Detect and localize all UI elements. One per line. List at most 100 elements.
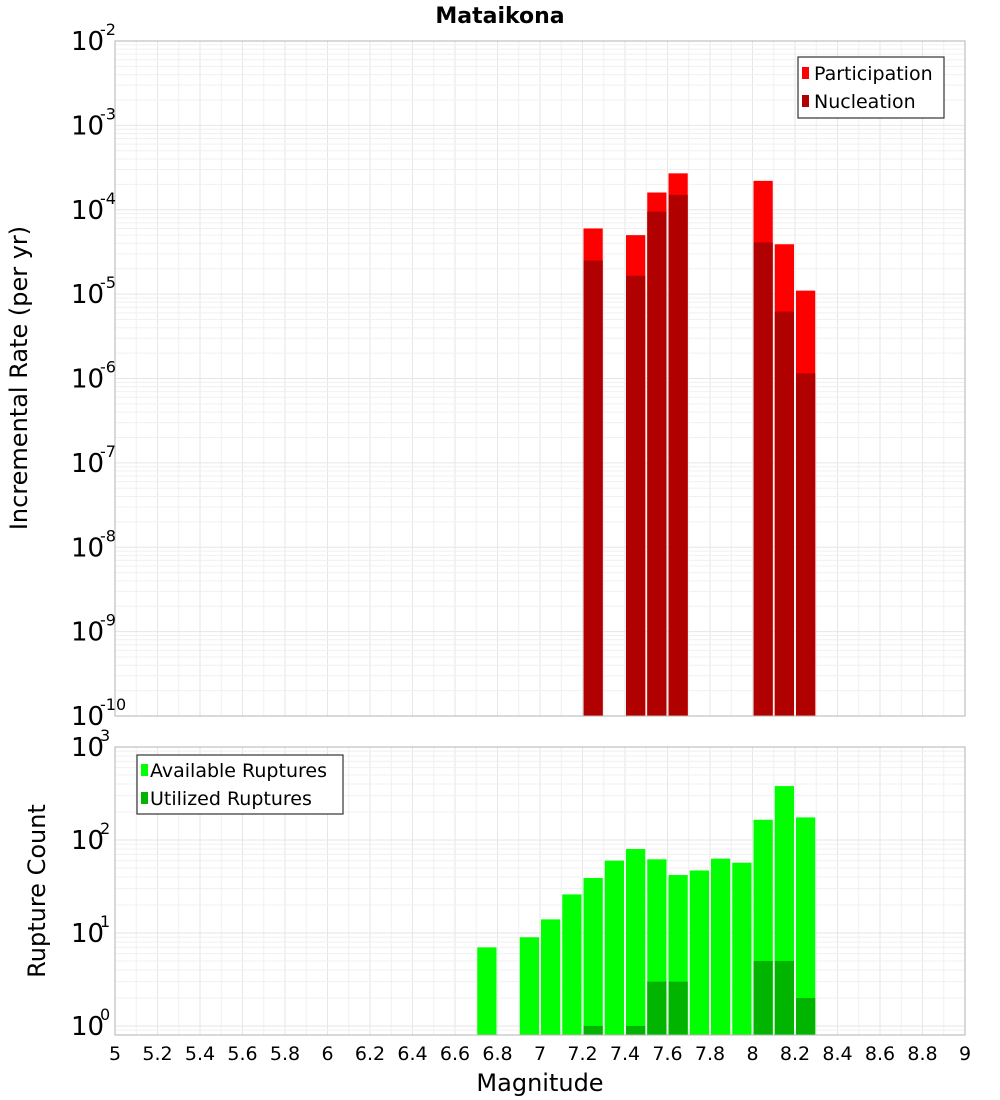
top-y-tick-exponent: -5 — [100, 273, 116, 292]
available-ruptures-bar — [626, 849, 646, 1035]
bottom-y-tick-exponent: 1 — [100, 912, 110, 931]
top-y-tick-base: 10 — [71, 533, 104, 563]
x-tick-label: 6.6 — [440, 1043, 470, 1065]
available-ruptures-bar — [541, 919, 561, 1035]
legend-label-utilized: Utilized Ruptures — [150, 788, 312, 810]
bottom-y-tick-exponent: 2 — [100, 819, 110, 838]
bottom-gridlines — [114, 747, 966, 1036]
utilized-ruptures-bar — [647, 981, 667, 1035]
top-y-tick-exponent: -10 — [100, 695, 126, 714]
utilized-ruptures-bar — [583, 1025, 603, 1035]
top-y-tick-base: 10 — [71, 196, 104, 226]
x-tick-label: 5 — [109, 1043, 121, 1065]
top-y-tick-exponent: -9 — [100, 611, 116, 630]
top-y-tick-exponent: -4 — [100, 189, 116, 208]
x-tick-label: 5.8 — [270, 1043, 300, 1065]
x-tick-label: 9 — [959, 1043, 971, 1065]
top-y-tick-exponent: -7 — [100, 442, 116, 461]
x-tick-label: 7.6 — [652, 1043, 682, 1065]
x-tick-label: 7 — [534, 1043, 546, 1065]
x-tick-label: 8.2 — [780, 1043, 810, 1065]
available-ruptures-bar — [519, 937, 539, 1035]
top-y-tick-base: 10 — [71, 365, 104, 395]
utilized-ruptures-bar — [668, 981, 688, 1035]
available-ruptures-bar — [689, 870, 709, 1035]
utilized-ruptures-bar — [626, 1025, 646, 1035]
top-y-tick-base: 10 — [71, 27, 104, 57]
top-y-tick-base: 10 — [71, 618, 104, 648]
x-tick-label: 6.2 — [355, 1043, 385, 1065]
top-y-tick-base: 10 — [71, 449, 104, 479]
x-tick-label: 5.6 — [227, 1043, 257, 1065]
x-tick-label: 5.4 — [185, 1043, 215, 1065]
legend-swatch-nucleation — [802, 95, 809, 107]
available-ruptures-bar — [604, 860, 624, 1035]
bottom-legend: Available Ruptures Utilized Ruptures — [136, 754, 344, 815]
top-y-tick-exponent: -2 — [100, 20, 116, 39]
available-ruptures-bar — [562, 894, 582, 1035]
available-ruptures-bar — [583, 878, 603, 1035]
x-tick-label: 7.4 — [610, 1043, 640, 1065]
bottom-legend-box — [136, 754, 344, 815]
bottom-y-tick-exponent: 0 — [100, 1005, 110, 1024]
legend-label-participation: Participation — [814, 63, 933, 85]
top-legend: Participation Nucleation — [797, 56, 945, 119]
top-gridlines — [114, 41, 966, 717]
x-tick-label: 8.8 — [907, 1043, 937, 1065]
bottom-y-tick-base: 10 — [71, 826, 104, 856]
bottom-y-tick-base: 10 — [71, 733, 104, 763]
bottom-plot-frame — [114, 746, 966, 1036]
x-tick-label: 7.2 — [567, 1043, 597, 1065]
top-y-tick-base: 10 — [71, 702, 104, 732]
nucleation-bar — [796, 373, 816, 716]
x-tick-label: 7.8 — [695, 1043, 725, 1065]
nucleation-bar — [583, 260, 603, 716]
top-y-tick-base: 10 — [71, 280, 104, 310]
x-axis-label: Magnitude — [476, 1069, 603, 1097]
bottom-y-axis-label: Rupture Count — [23, 804, 51, 978]
nucleation-bar — [753, 242, 773, 716]
top-legend-box — [797, 56, 945, 119]
bottom-y-tick-base: 10 — [71, 1012, 104, 1042]
chart-title: Mataikona — [435, 4, 564, 29]
nucleation-bar — [668, 194, 688, 716]
nucleation-bar — [774, 311, 794, 716]
top-y-tick-exponent: -3 — [100, 104, 116, 123]
x-tick-label: 6.4 — [397, 1043, 427, 1065]
x-tick-label: 6 — [321, 1043, 333, 1065]
available-ruptures-bar — [477, 947, 497, 1035]
available-ruptures-bar — [796, 817, 816, 1035]
bottom-bars — [477, 786, 816, 1035]
x-tick-label: 8.4 — [822, 1043, 852, 1065]
x-tick-labels: 5 5.2 5.4 5.6 5.8 6 6.2 6.4 6.6 6.8 7 7.2 7.4 7.6 7.8 8… — [109, 1043, 971, 1065]
top-y-tick-exponent: -6 — [100, 358, 116, 377]
legend-swatch-participation — [802, 67, 809, 79]
top-y-axis-label: Incremental Rate (per yr) — [5, 226, 33, 530]
top-y-tick-base: 10 — [71, 111, 104, 141]
utilized-ruptures-bar — [774, 960, 794, 1035]
x-tick-label: 8 — [746, 1043, 758, 1065]
available-ruptures-bar — [732, 862, 752, 1035]
utilized-ruptures-bar — [753, 960, 773, 1035]
top-bars — [583, 173, 816, 717]
x-tick-label: 8.6 — [865, 1043, 895, 1065]
top-y-tick-exponent: -8 — [100, 526, 116, 545]
bottom-y-tick-base: 10 — [71, 919, 104, 949]
utilized-ruptures-bar — [796, 997, 816, 1035]
legend-swatch-available — [141, 764, 148, 776]
x-tick-label: 5.2 — [142, 1043, 172, 1065]
nucleation-bar — [626, 275, 646, 716]
legend-label-available: Available Ruptures — [150, 760, 327, 782]
available-ruptures-bar — [711, 858, 731, 1035]
legend-label-nucleation: Nucleation — [814, 91, 916, 113]
bottom-y-tick-exponent: 3 — [100, 726, 110, 745]
x-tick-label: 6.8 — [482, 1043, 512, 1065]
legend-swatch-utilized — [141, 792, 148, 804]
nucleation-bar — [647, 211, 667, 716]
top-plot-frame — [114, 40, 966, 717]
